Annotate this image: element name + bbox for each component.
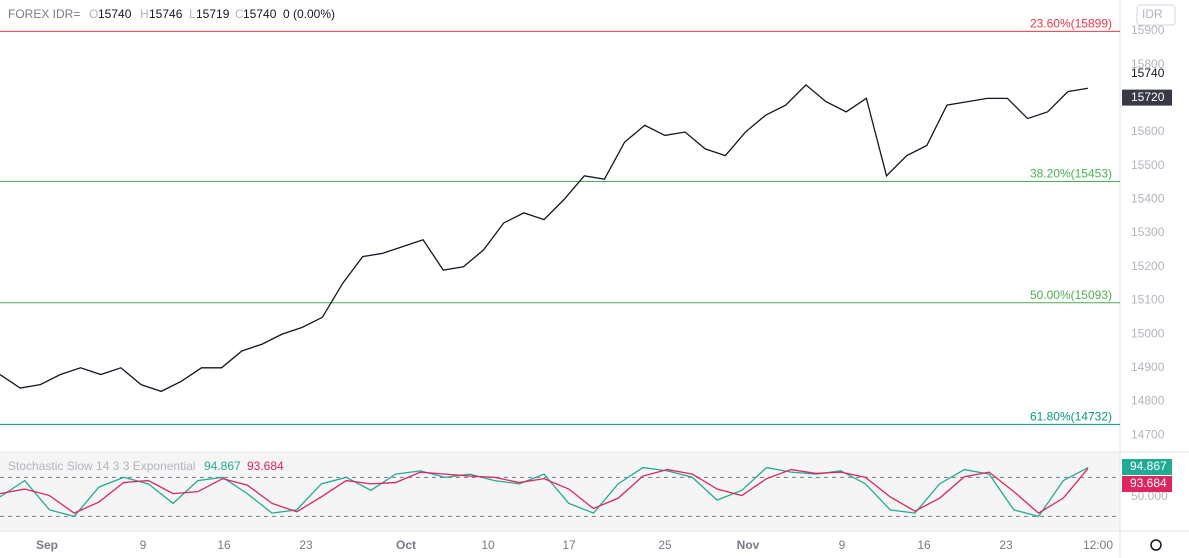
y-tick-label: 15100	[1131, 293, 1165, 307]
symbol: FOREX IDR=	[8, 7, 80, 21]
fib-label: 61.80%(14732)	[1030, 410, 1112, 424]
indicator-value-box	[1122, 459, 1172, 475]
currency-button[interactable]	[1136, 4, 1176, 26]
x-tick-label: Nov	[737, 538, 760, 552]
currency-label[interactable]: IDR	[1142, 7, 1163, 21]
x-tick-label: 16	[917, 538, 931, 552]
low: 15719	[196, 7, 230, 21]
y-tick-label: 14900	[1131, 360, 1165, 374]
stochastic-line	[0, 466, 1089, 518]
x-tick-label: 16	[217, 538, 231, 552]
change: 0 (0.00%)	[283, 7, 335, 21]
y-tick-label: 15500	[1131, 158, 1165, 172]
price-label: 15720	[1131, 90, 1165, 104]
y-tick-label: 14800	[1131, 394, 1165, 408]
price-label: 15740	[1131, 66, 1165, 80]
high: 15746	[149, 7, 183, 21]
fib-label: 38.20%(15453)	[1030, 167, 1112, 181]
close: 15740	[243, 7, 277, 21]
y-tick-label: 15400	[1131, 192, 1165, 206]
x-tick-label: Sep	[36, 538, 58, 552]
y-tick-label: 14700	[1131, 427, 1165, 441]
x-tick-label: 17	[562, 538, 576, 552]
indicator-value: 94.867	[1130, 459, 1167, 473]
indicator-title: Stochastic Slow 14 3 3 Exponential	[8, 459, 195, 473]
l-key: L	[189, 7, 196, 21]
fib-label: 23.60%(15899)	[1030, 16, 1112, 30]
y-tick-label: 15800	[1131, 57, 1165, 71]
fib-label: 50.00%(15093)	[1030, 288, 1112, 302]
y-tick-label: 15000	[1131, 326, 1165, 340]
y-tick-label: 15200	[1131, 259, 1165, 273]
x-tick-label: 25	[658, 538, 672, 552]
x-tick-label: 10	[481, 538, 495, 552]
settings-icon[interactable]	[1150, 539, 1162, 551]
indicator-value: 93.684	[1130, 476, 1167, 490]
x-tick-label: 23	[299, 538, 313, 552]
o-key: O	[89, 7, 98, 21]
x-tick-label: 12:00	[1083, 538, 1113, 552]
y-tick-label: 15600	[1131, 124, 1165, 138]
x-tick-label: Oct	[396, 538, 416, 552]
h-key: H	[140, 7, 149, 21]
d-value: 93.684	[247, 459, 284, 473]
indicator-tick-label: 50.000	[1131, 489, 1168, 503]
price-label-box	[1122, 89, 1172, 106]
x-tick-label: 23	[999, 538, 1013, 552]
stochastic-line	[0, 468, 1089, 514]
indicator-value-box	[1122, 476, 1172, 492]
y-tick-label: 15900	[1131, 23, 1165, 37]
c-key: C	[235, 7, 244, 21]
x-tick-label: 9	[140, 538, 147, 552]
k-value: 94.867	[204, 459, 241, 473]
price-line	[0, 83, 1089, 393]
open: 15740	[98, 7, 132, 21]
x-tick-label: 9	[839, 538, 846, 552]
y-tick-label: 15300	[1131, 225, 1165, 239]
